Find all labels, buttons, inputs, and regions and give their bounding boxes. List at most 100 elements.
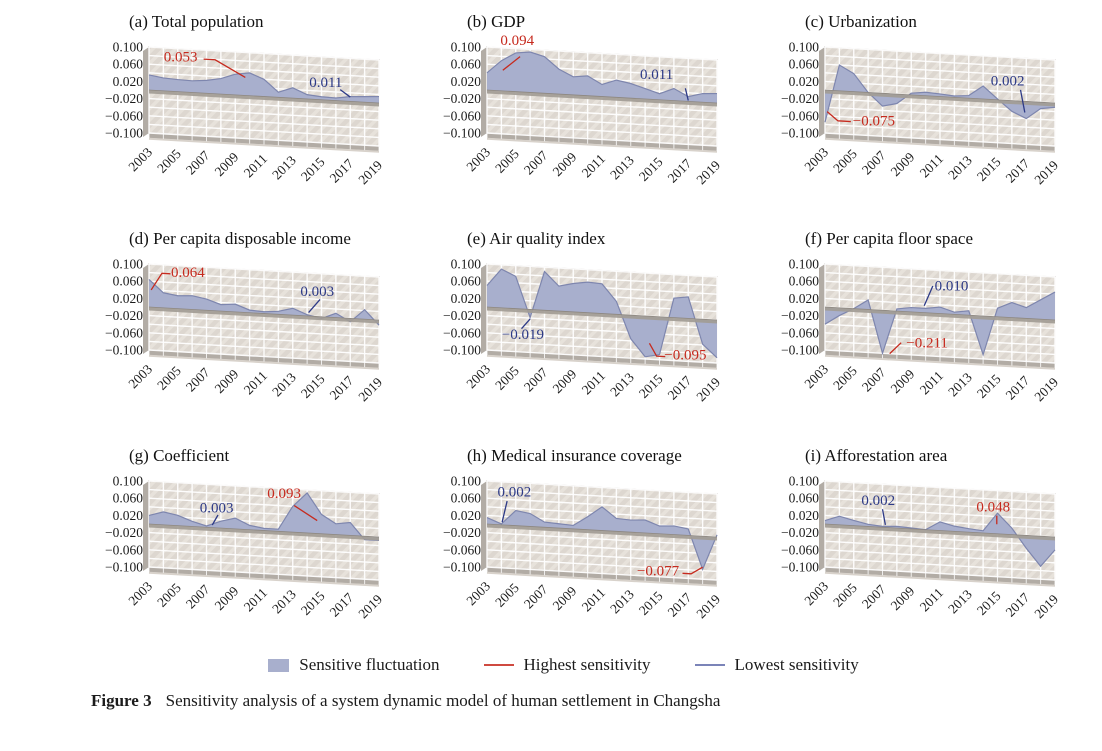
legend-item-sensitive-fluctuation: Sensitive fluctuation [268, 655, 440, 675]
svg-text:2003: 2003 [801, 144, 831, 174]
svg-text:2003: 2003 [801, 361, 831, 391]
svg-text:−0.100: −0.100 [781, 560, 819, 575]
svg-text:0.048: 0.048 [976, 500, 1010, 516]
svg-text:0.020: 0.020 [113, 291, 144, 306]
svg-text:−0.100: −0.100 [105, 126, 143, 141]
svg-text:0.020: 0.020 [113, 74, 144, 89]
svg-text:0.020: 0.020 [789, 291, 820, 306]
svg-text:2015: 2015 [636, 588, 666, 618]
svg-text:2003: 2003 [125, 361, 155, 391]
svg-text:0.060: 0.060 [789, 491, 820, 506]
svg-text:2015: 2015 [974, 588, 1004, 618]
svg-text:0.020: 0.020 [451, 291, 482, 306]
svg-text:−0.060: −0.060 [105, 108, 143, 123]
svg-text:2011: 2011 [579, 585, 608, 614]
svg-text:0.020: 0.020 [451, 74, 482, 89]
svg-text:−0.075: −0.075 [853, 113, 895, 129]
svg-text:0.100: 0.100 [789, 474, 820, 489]
lowest-line-icon [694, 664, 725, 666]
svg-text:0.060: 0.060 [113, 274, 144, 289]
svg-text:2005: 2005 [154, 146, 184, 176]
svg-text:0.064: 0.064 [171, 265, 205, 281]
svg-text:2007: 2007 [521, 582, 551, 612]
figure-caption: Figure 3 Sensitivity analysis of a system… [85, 691, 1102, 711]
chart-title-h: (h) Medical insurance coverage [467, 446, 682, 465]
chart-title-a: (a) Total population [129, 12, 264, 31]
svg-text:0.020: 0.020 [113, 508, 144, 523]
svg-text:2011: 2011 [241, 368, 270, 397]
svg-text:2017: 2017 [1003, 156, 1033, 186]
svg-text:−0.100: −0.100 [443, 126, 481, 141]
svg-text:2013: 2013 [607, 369, 637, 399]
chart-canvas-h: 0.002 −0.077 0.100 0.060 0.020 −0.020 −0.060 −0… [443, 474, 723, 622]
chart-cell-e: (e) Air quality index −0.019 −0.095 0.100 0… [423, 229, 753, 422]
chart-title-b: (b) GDP [467, 12, 526, 31]
area-swatch-icon [268, 658, 290, 672]
caption-text: Sensitivity analysis of a system dynamic… [165, 691, 721, 710]
svg-text:0.100: 0.100 [789, 257, 820, 272]
svg-text:2005: 2005 [492, 146, 522, 176]
svg-text:0.060: 0.060 [789, 274, 820, 289]
chart-canvas-a: 0.053 0.011 0.100 0.060 0.020 −0.020 −0.060 −0.… [105, 40, 385, 188]
svg-text:0.100: 0.100 [451, 474, 482, 489]
chart-cell-a: (a) Total population 0.053 0.011 0.100 0.06… [85, 12, 415, 205]
svg-text:2005: 2005 [154, 363, 184, 393]
svg-text:0.060: 0.060 [113, 57, 144, 72]
svg-text:−0.019: −0.019 [502, 327, 544, 343]
svg-text:2019: 2019 [693, 591, 723, 621]
svg-text:2005: 2005 [154, 580, 184, 610]
svg-text:−0.095: −0.095 [664, 347, 706, 363]
svg-text:−0.077: −0.077 [637, 563, 680, 579]
caption-label: Figure 3 [91, 691, 152, 710]
chart-canvas-g: 0.003 0.093 0.100 0.060 0.020 −0.020 −0.060 −0.… [105, 474, 385, 622]
svg-text:2015: 2015 [298, 154, 328, 184]
svg-text:0.100: 0.100 [451, 40, 482, 55]
legend-item-lowest-sensitivity: Lowest sensitivity [694, 655, 859, 675]
chart-canvas-e: −0.019 −0.095 0.100 0.060 0.020 −0.020 −0.060 −… [443, 257, 723, 405]
chart-title-e: (e) Air quality index [467, 229, 606, 248]
svg-text:2007: 2007 [859, 148, 889, 178]
svg-text:0.100: 0.100 [789, 40, 820, 55]
chart-cell-g: (g) Coefficient 0.003 0.093 0.100 0.060 0.02… [85, 446, 415, 639]
svg-text:2017: 2017 [1003, 373, 1033, 403]
svg-text:−0.020: −0.020 [443, 525, 481, 540]
svg-text:−0.020: −0.020 [781, 91, 819, 106]
svg-text:2017: 2017 [1003, 590, 1033, 620]
svg-text:2011: 2011 [241, 151, 270, 180]
svg-text:2009: 2009 [888, 366, 918, 396]
svg-text:−0.100: −0.100 [781, 126, 819, 141]
svg-text:0.094: 0.094 [500, 35, 534, 49]
svg-text:−0.060: −0.060 [781, 542, 819, 557]
svg-text:2013: 2013 [945, 152, 975, 182]
svg-text:−0.100: −0.100 [443, 560, 481, 575]
svg-text:2003: 2003 [125, 144, 155, 174]
chart-canvas-i: 0.002 0.048 0.100 0.060 0.020 −0.020 −0.060 −0.… [781, 474, 1061, 622]
chart-title-g: (g) Coefficient [129, 446, 230, 465]
svg-text:0.060: 0.060 [451, 57, 482, 72]
svg-text:−0.060: −0.060 [105, 325, 143, 340]
svg-text:0.020: 0.020 [789, 508, 820, 523]
svg-text:−0.060: −0.060 [781, 108, 819, 123]
chart-cell-c: (c) Urbanization −0.075 0.002 0.100 0.060 0.… [761, 12, 1091, 205]
svg-text:2019: 2019 [1031, 591, 1061, 621]
svg-text:0.060: 0.060 [113, 491, 144, 506]
svg-text:2013: 2013 [945, 586, 975, 616]
svg-text:−0.020: −0.020 [105, 91, 143, 106]
svg-text:0.100: 0.100 [451, 257, 482, 272]
svg-text:0.002: 0.002 [861, 493, 895, 509]
svg-text:2015: 2015 [298, 588, 328, 618]
svg-text:2009: 2009 [550, 366, 580, 396]
chart-title-c: (c) Urbanization [805, 12, 917, 31]
svg-text:2009: 2009 [212, 366, 242, 396]
svg-text:2019: 2019 [355, 374, 385, 404]
svg-text:−0.211: −0.211 [906, 336, 948, 352]
svg-text:2019: 2019 [1031, 157, 1061, 187]
svg-text:−0.020: −0.020 [781, 308, 819, 323]
svg-text:−0.100: −0.100 [105, 560, 143, 575]
svg-text:2007: 2007 [183, 365, 213, 395]
charts-grid: (a) Total population 0.053 0.011 0.100 0.06… [85, 12, 1102, 639]
svg-text:2017: 2017 [665, 156, 695, 186]
svg-text:2005: 2005 [830, 146, 860, 176]
svg-text:2005: 2005 [830, 363, 860, 393]
svg-text:0.020: 0.020 [451, 508, 482, 523]
